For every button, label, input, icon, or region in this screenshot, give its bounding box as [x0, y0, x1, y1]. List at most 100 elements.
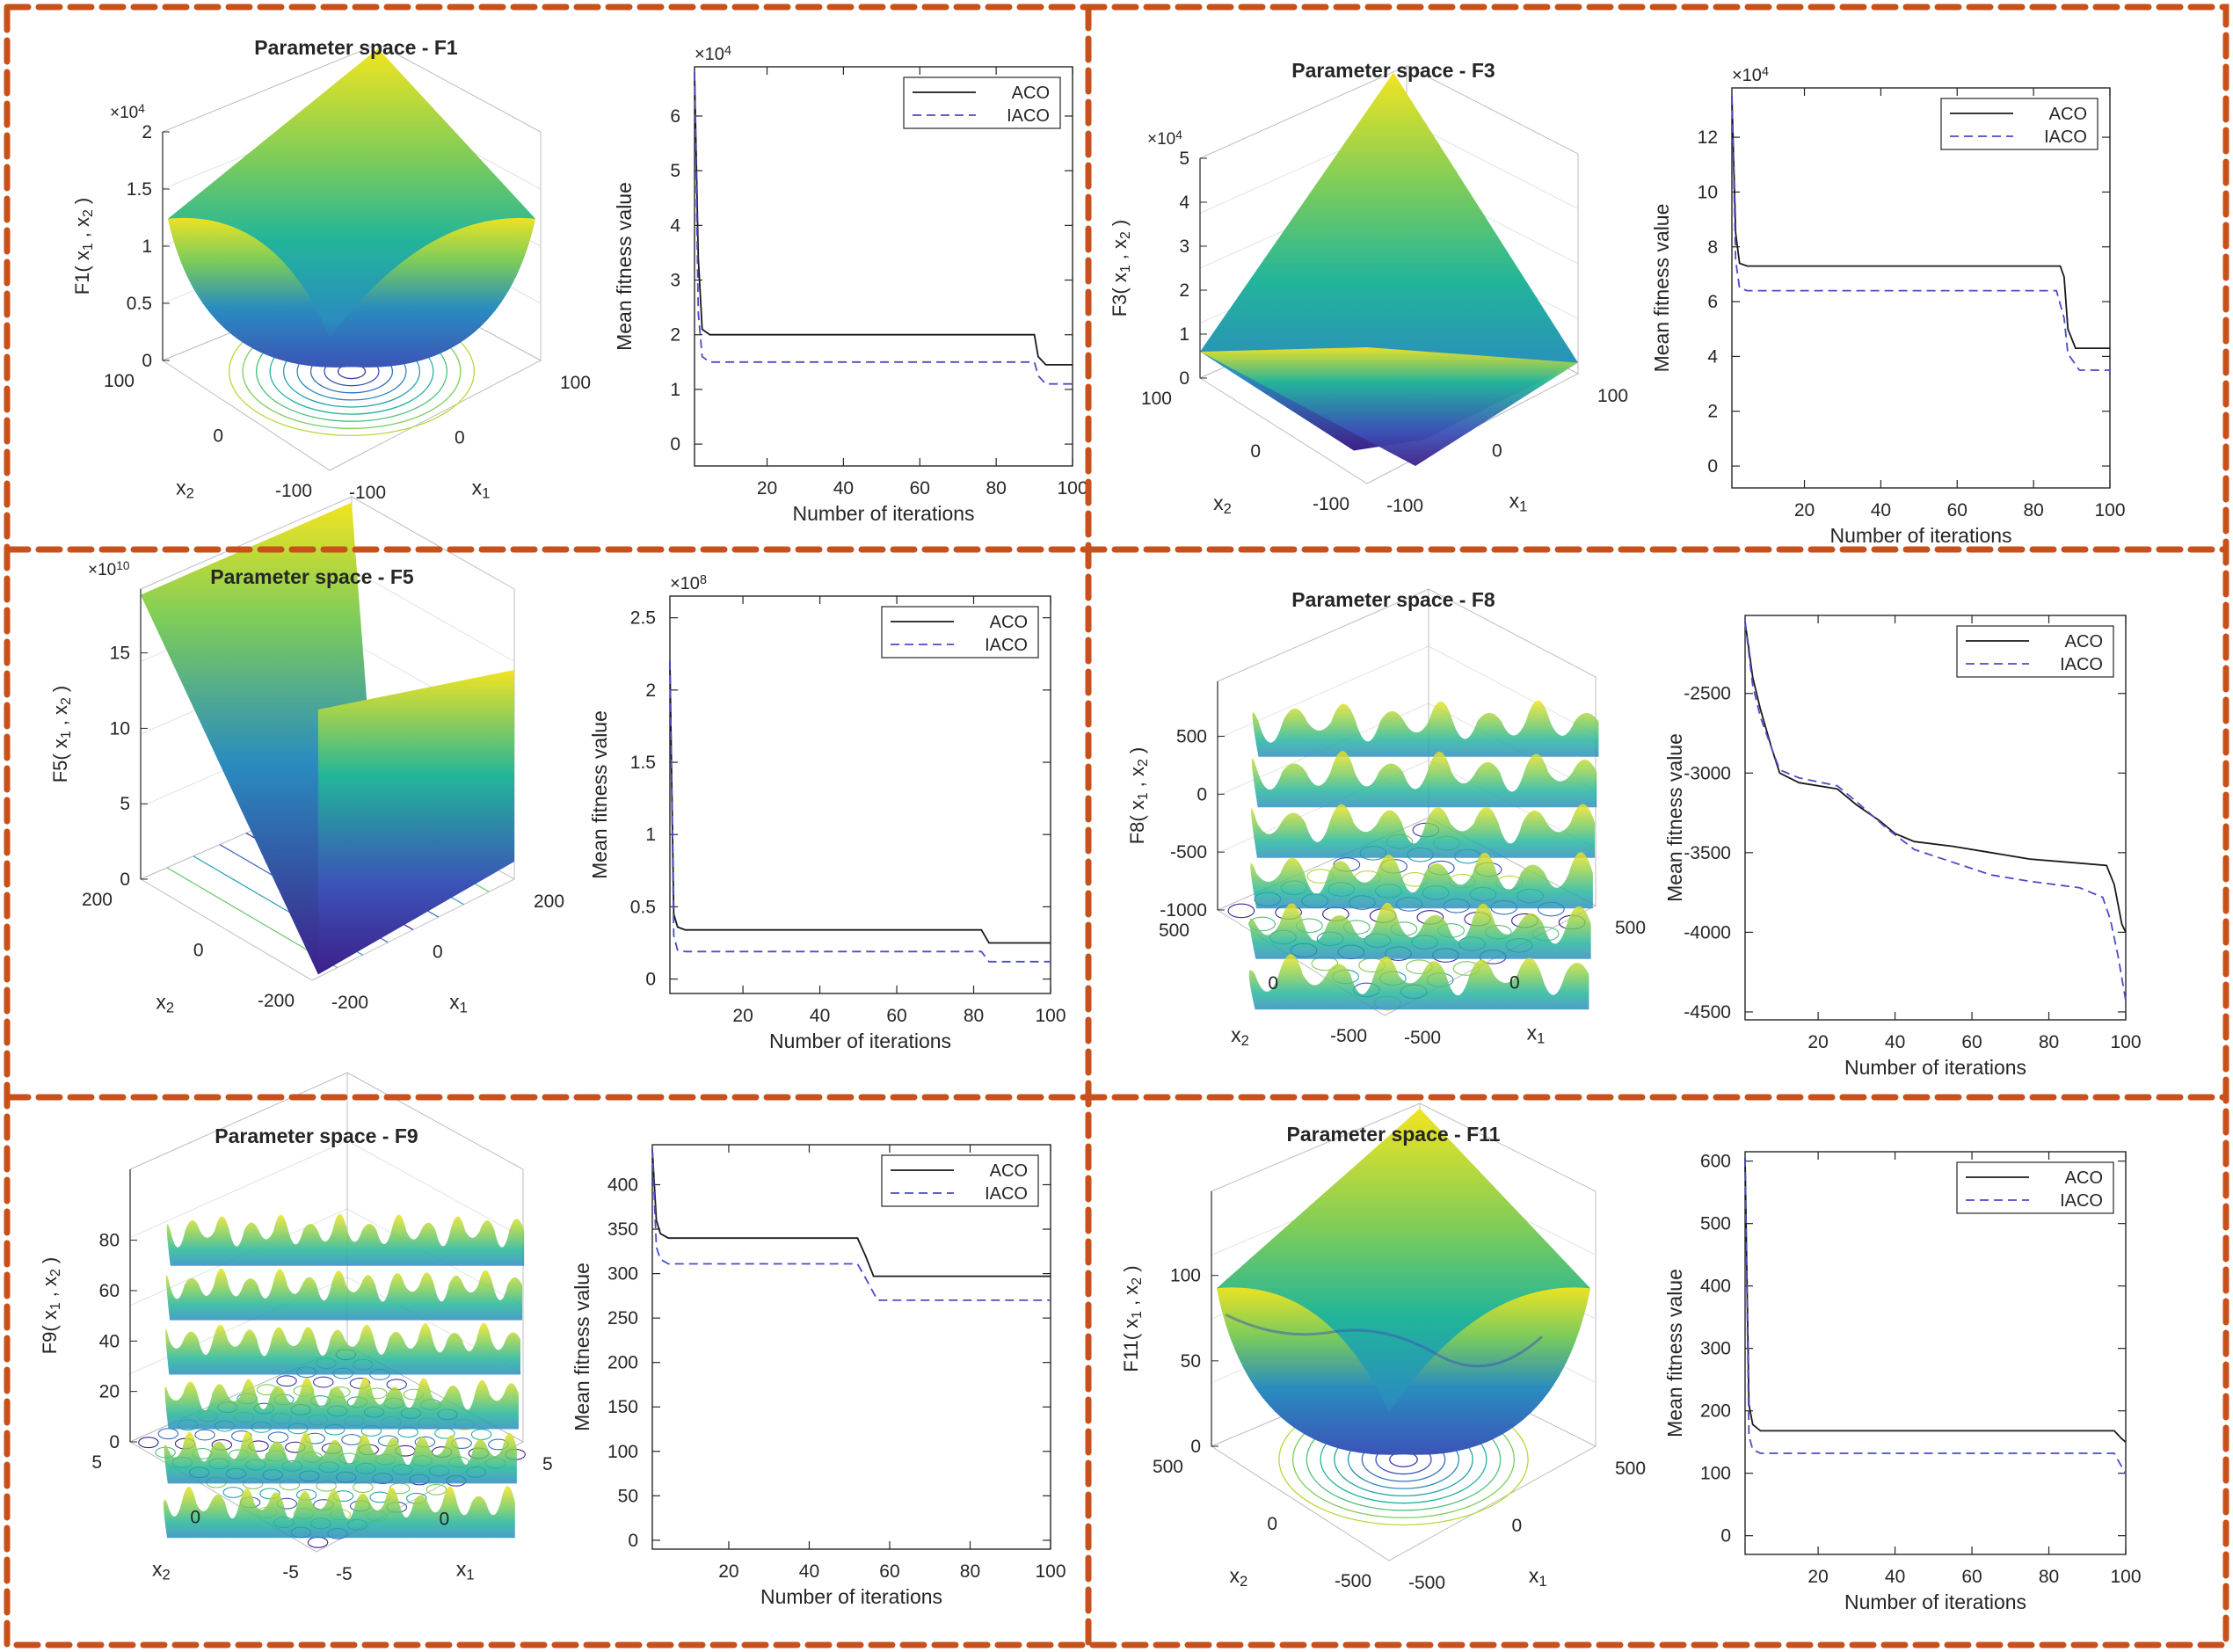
- x1-axis-label: x1: [456, 1558, 475, 1583]
- x1-tick-label: 0: [433, 942, 443, 963]
- y-tick-label: 0: [645, 970, 656, 990]
- convergence-plot-f3: 20 40 60 80 100 0 2 4 6 8 10 12 Number of iterations…: [1650, 65, 2126, 547]
- x-tick-label: 40: [799, 1561, 819, 1582]
- contour-ring: [194, 1429, 215, 1441]
- x2-tick-label: 0: [1268, 973, 1278, 993]
- x-axis-label: Number of iterations: [760, 1585, 942, 1608]
- x2-tick-label: -500: [1335, 1571, 1371, 1591]
- x1-tick-label: 200: [534, 891, 564, 912]
- grid-line: [346, 1140, 524, 1238]
- x2-tick-label: -200: [258, 991, 295, 1011]
- x1-tick-label: 500: [1615, 1459, 1646, 1479]
- x-tick-label: 40: [1885, 1567, 1905, 1587]
- z-tick-label: 80: [99, 1231, 120, 1251]
- legend-label-aco: ACO: [990, 1161, 1028, 1181]
- y-tick-label: 2: [645, 680, 656, 701]
- legend-box: [881, 606, 1039, 659]
- x2-axis-label: x2: [1231, 1023, 1249, 1049]
- legend-box: [1956, 625, 2114, 678]
- y-tick-label: 6: [670, 106, 680, 127]
- z-axis-exponent: ×1010: [88, 559, 130, 579]
- legend-box: [1940, 98, 2098, 150]
- y-tick-label: 100: [607, 1442, 638, 1462]
- z-tick-label: 1: [1179, 324, 1189, 345]
- z-tick-label: 2: [1179, 280, 1189, 301]
- x-tick-label: 20: [757, 478, 777, 499]
- series-line-iaco: [1731, 96, 2110, 371]
- x1-tick-label: 100: [560, 373, 591, 393]
- series-line-aco: [1731, 96, 2110, 349]
- y-tick-label: 200: [607, 1353, 638, 1373]
- surface-front: [168, 217, 535, 368]
- x2-tick-label: -100: [1313, 494, 1349, 514]
- x2-tick-label: 500: [1159, 921, 1189, 941]
- z-axis: -1000 -500 0 500 F8( x1 , x2 ): [1126, 681, 1225, 921]
- x2-tick-label: 100: [1141, 389, 1172, 409]
- x1-tick-label: -5: [336, 1564, 353, 1584]
- surface-wave: [1250, 852, 1593, 909]
- convergence-plot-f8: 20 40 60 80 100 -4500 -4000 -3500 -3000 -2500 Numb…: [1663, 615, 2142, 1079]
- x2-axis: 100 0 -100 x2: [104, 371, 312, 502]
- x-tick-label: 60: [886, 1006, 906, 1026]
- series-line-aco: [651, 1149, 1051, 1277]
- legend: ACO IACO: [881, 1154, 1039, 1207]
- y-tick-label: 350: [607, 1219, 638, 1240]
- y-tick-label: 12: [1698, 127, 1718, 148]
- legend: ACO IACO: [1940, 98, 2098, 150]
- z-axis-label: F11( x1 , x2 ): [1120, 1265, 1145, 1372]
- x-tick-label: 100: [2110, 1567, 2141, 1587]
- y-tick-label: 8: [1707, 237, 1718, 258]
- x2-tick-label: 0: [193, 941, 204, 961]
- y-tick-label: 300: [607, 1264, 638, 1284]
- grid-line: [1428, 645, 1597, 735]
- x1-tick-label: -100: [349, 483, 386, 503]
- legend-label-aco: ACO: [2049, 105, 2087, 124]
- y-tick-label: 500: [1700, 1214, 1731, 1234]
- y-tick-label: 6: [1707, 292, 1718, 312]
- z-tick-label: 2: [142, 122, 152, 142]
- x2-axis-label: x2: [152, 1558, 171, 1583]
- surface-plot-f11: 0 50 100 F11( x1 , x2 ) 500 0 -500 x2 -500 0 500 x1…: [1120, 1103, 1646, 1593]
- x-axis-label: Number of iterations: [1829, 524, 2011, 547]
- grid-line: [351, 569, 515, 662]
- z-tick-label: 100: [1170, 1266, 1201, 1286]
- panel-title: Parameter space - F11: [1287, 1123, 1501, 1146]
- z-axis-label: F1( x1 , x2 ): [71, 198, 96, 295]
- z-axis-label: F9( x1 , x2 ): [39, 1257, 63, 1355]
- x2-axis-label: x2: [156, 991, 174, 1016]
- contour-ring: [1227, 903, 1255, 919]
- surface-wave: [1251, 751, 1597, 808]
- x1-axis: -500 0 500 x1: [1404, 918, 1646, 1048]
- x1-axis: -100 0 100 x1: [349, 373, 591, 503]
- x-tick-label: 40: [810, 1006, 830, 1026]
- z-tick-label: 20: [99, 1382, 120, 1402]
- z-axis: 0 0.5 1 1.5 2×104 F1( x1 , x2 ): [71, 102, 170, 371]
- legend-label-iaco: IACO: [1007, 106, 1050, 126]
- x-tick-label: 40: [833, 478, 854, 499]
- x-tick-label: 100: [2094, 500, 2125, 520]
- y-tick-label: 50: [618, 1486, 638, 1506]
- z-tick-label: 5: [120, 794, 130, 814]
- surface-wave: [165, 1268, 523, 1321]
- z-tick-label: 10: [110, 718, 130, 739]
- x2-axis: 100 0 -100 x2: [1141, 389, 1349, 517]
- x2-tick-label: 5: [91, 1452, 102, 1473]
- y-axis-label: Mean fitness value: [1663, 1269, 1686, 1437]
- z-tick-label: 40: [99, 1331, 120, 1351]
- legend-box: [1956, 1161, 2114, 1214]
- x-tick-label: 100: [1035, 1006, 1066, 1026]
- y-tick-label: -3500: [1684, 843, 1731, 863]
- x2-tick-label: 0: [1250, 441, 1261, 462]
- y-tick-label: 2: [1707, 402, 1718, 422]
- plot-area: [1744, 615, 2127, 1021]
- plot-area: [669, 595, 1051, 994]
- legend: ACO IACO: [881, 606, 1039, 659]
- contour-ring: [276, 1375, 297, 1387]
- legend: ACO IACO: [1956, 625, 2114, 678]
- x2-axis: 5 0 -5 x2: [91, 1452, 299, 1583]
- x1-axis-label: x1: [1529, 1564, 1547, 1590]
- x1-axis: -200 0 200 x1: [331, 891, 564, 1016]
- x-tick-label: 80: [2039, 1567, 2059, 1587]
